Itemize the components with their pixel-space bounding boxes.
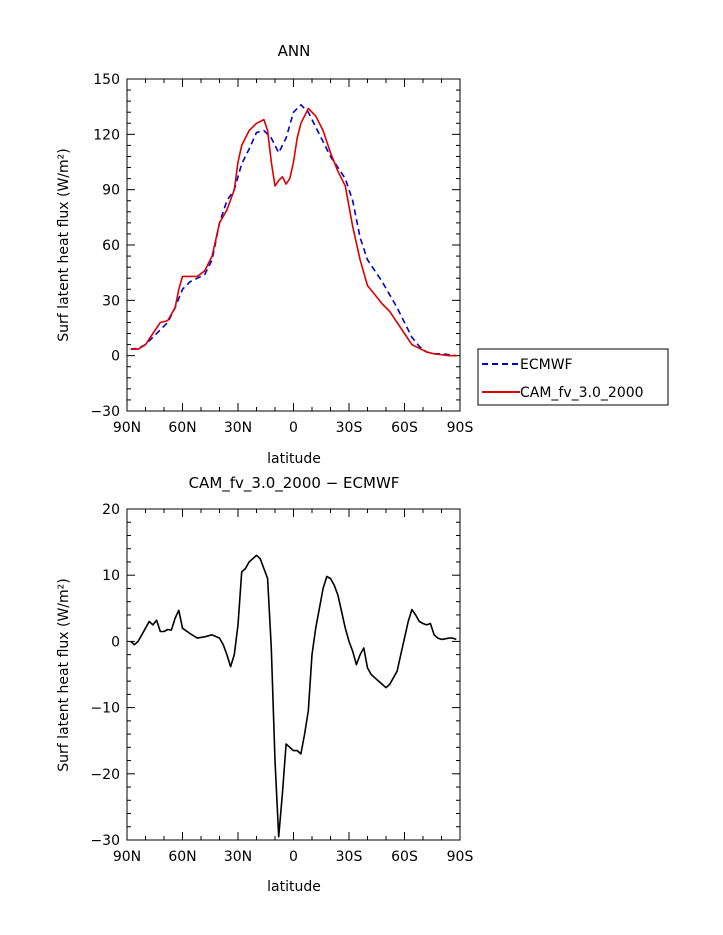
top-x-tick-label: 30N	[224, 420, 252, 436]
bottom-x-tick-labels: 90N 60N 30N 0 30S 60S 90S	[113, 849, 474, 865]
bottom-x-tick-label: 30N	[224, 849, 252, 865]
legend-box	[477, 348, 669, 406]
top-series-lines	[130, 104, 457, 357]
top-plot-frame	[126, 78, 461, 412]
bottom-plot-title: CAM_fv_3.0_2000 − ECMWF	[189, 474, 400, 493]
top-plot-title: ANN	[278, 42, 311, 60]
top-x-tick-label: 0	[289, 420, 298, 436]
bottom-difference-line	[130, 554, 457, 838]
bottom-x-axis-title: latitude	[267, 879, 321, 895]
bottom-x-tick-label: 60S	[391, 849, 418, 865]
top-y-tick-label: 150	[93, 72, 120, 88]
top-y-tick-label: 60	[102, 238, 120, 254]
bottom-series-lines	[130, 554, 457, 838]
top-x-tick-label: 60S	[391, 420, 418, 436]
bottom-panel: CAM_fv_3.0_2000 − ECMWF 90N 60N 30N 0 30S 60S…	[56, 474, 473, 895]
top-y-tick-labels: −30 0 30 60 90 120 150	[90, 72, 120, 420]
top-y-tick-label: 0	[111, 349, 120, 365]
bottom-y-tick-label: 10	[102, 568, 120, 584]
top-x-tick-label: 90S	[447, 420, 474, 436]
top-x-tick-label: 30S	[336, 420, 363, 436]
top-x-tick-label: 90N	[113, 420, 141, 436]
bottom-x-tick-label: 0	[289, 849, 298, 865]
top-series-ecmwf	[130, 104, 457, 357]
bottom-x-tick-label: 90N	[113, 849, 141, 865]
bottom-y-tick-label: 0	[111, 634, 120, 650]
top-y-tick-label: 90	[102, 183, 120, 199]
top-y-tick-label: 120	[93, 127, 120, 143]
bottom-y-tick-labels: −30 −20 −10 0 10 20	[90, 502, 120, 849]
top-y-axis-title: Surf latent heat flux (W/m²)	[56, 148, 72, 341]
bottom-y-tick-label: 20	[102, 502, 120, 518]
bottom-x-tick-label: 90S	[447, 849, 474, 865]
top-x-axis-title: latitude	[267, 451, 321, 467]
top-x-tick-label: 60N	[168, 420, 196, 436]
legend-ecmwf-label: ECMWF	[520, 357, 573, 373]
bottom-y-tick-label: −20	[90, 767, 120, 783]
top-y-tick-label: 30	[102, 293, 120, 309]
top-ticks	[126, 78, 461, 412]
bottom-y-tick-label: −10	[90, 701, 120, 717]
top-x-tick-labels: 90N 60N 30N 0 30S 60S 90S	[113, 420, 474, 436]
bottom-plot-frame	[126, 508, 461, 841]
top-series-cam-fv-3-0-2000	[130, 107, 457, 357]
bottom-x-tick-label: 30S	[336, 849, 363, 865]
bottom-ticks	[126, 508, 461, 841]
legend: ECMWF CAM_fv_3.0_2000	[477, 348, 669, 406]
bottom-y-axis-title: Surf latent heat flux (W/m²)	[56, 578, 72, 771]
bottom-y-tick-label: −30	[90, 833, 120, 849]
bottom-x-tick-label: 60N	[168, 849, 196, 865]
top-panel: ANN 90N 60N 30N 0 30S 60S 90S −30 0 30 60 90 120 150…	[56, 42, 473, 467]
top-y-tick-label: −30	[90, 404, 120, 420]
legend-cam-label: CAM_fv_3.0_2000	[520, 385, 644, 401]
